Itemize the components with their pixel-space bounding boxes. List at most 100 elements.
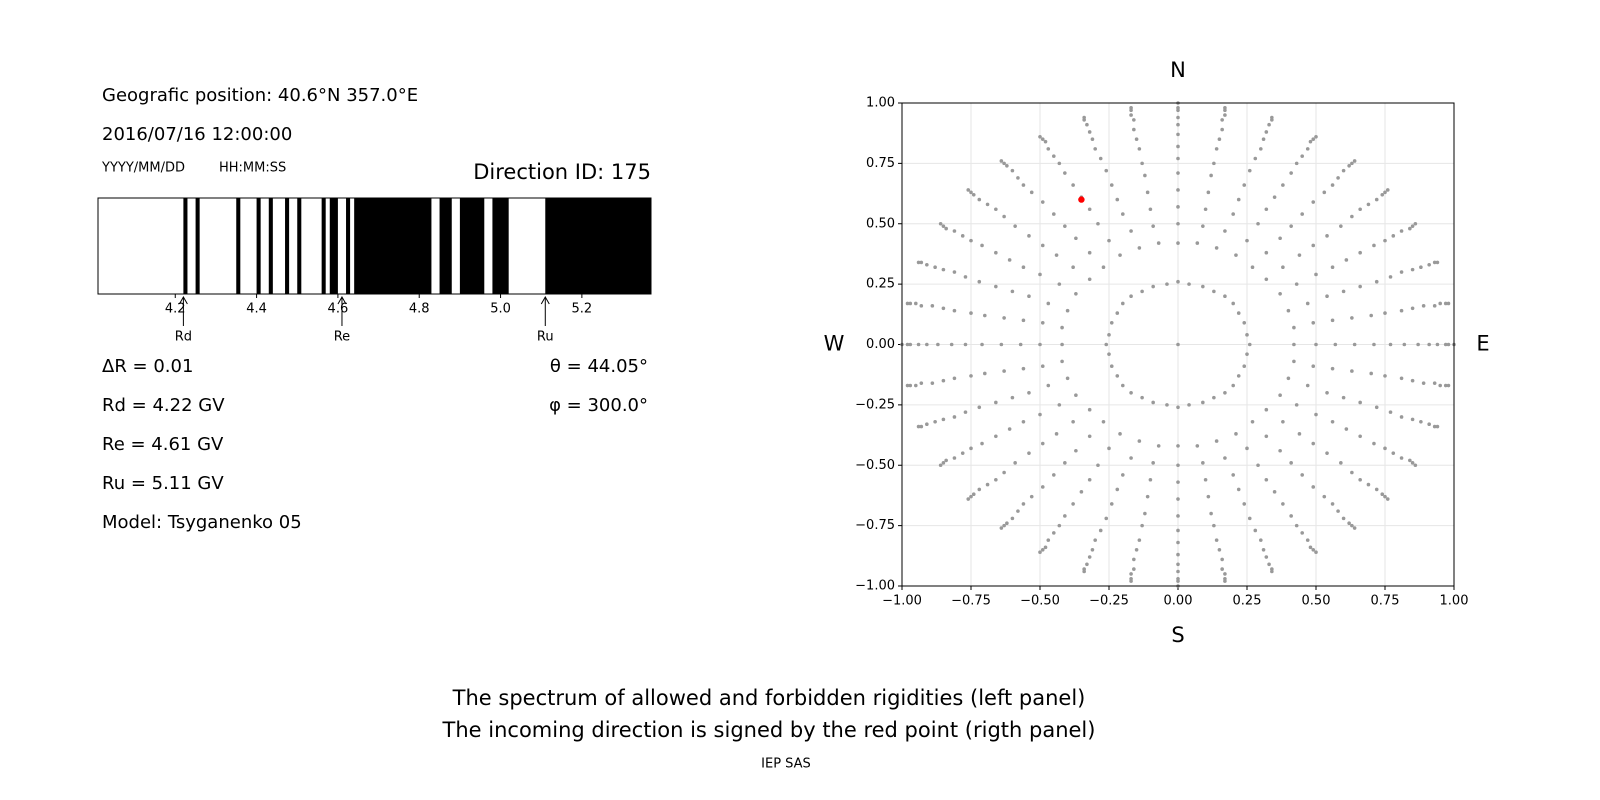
point: [1443, 301, 1448, 306]
point: [1052, 531, 1056, 535]
point: [1217, 137, 1222, 142]
point: [1107, 352, 1111, 356]
forbidden-band: [195, 198, 200, 294]
point: [1256, 221, 1260, 226]
point: [1292, 325, 1296, 330]
point: [1065, 308, 1070, 313]
point: [1380, 192, 1385, 197]
forbidden-band: [346, 198, 351, 294]
point: [1286, 308, 1291, 313]
point: [1399, 308, 1404, 313]
point: [1129, 113, 1133, 117]
forbidden-band: [545, 198, 651, 294]
point: [1435, 424, 1440, 429]
point: [1090, 547, 1095, 552]
point: [919, 424, 924, 429]
point: [1038, 342, 1042, 347]
point: [1087, 130, 1092, 134]
point: [1272, 195, 1277, 199]
point: [1078, 196, 1085, 203]
point: [969, 238, 973, 243]
y-tick-label: −1.00: [855, 579, 895, 594]
point: [1231, 212, 1235, 216]
point: [994, 284, 998, 289]
point: [1101, 265, 1106, 270]
point: [1325, 391, 1329, 395]
phi: φ = 300.0°: [549, 395, 648, 416]
point: [1330, 265, 1335, 270]
point: [941, 378, 946, 383]
point: [1140, 395, 1144, 400]
marker-label: Re: [334, 330, 350, 345]
point: [1408, 458, 1412, 463]
point: [1242, 364, 1247, 369]
point: [1358, 434, 1362, 439]
point: [1104, 516, 1109, 521]
direction-label: S: [1171, 623, 1184, 647]
point: [1096, 221, 1100, 226]
point: [925, 422, 929, 426]
y-tick-label: −0.75: [855, 518, 895, 533]
point: [1176, 115, 1180, 120]
point: [994, 207, 998, 212]
y-tick-label: −0.50: [855, 458, 895, 473]
point: [1087, 434, 1092, 439]
point: [1214, 246, 1219, 250]
point: [980, 243, 984, 248]
point: [977, 197, 982, 202]
point: [1358, 400, 1362, 405]
point: [1187, 282, 1191, 286]
position: Geografic position: 40.6°N 357.0°E: [102, 85, 418, 106]
point: [1063, 171, 1067, 175]
point: [1002, 161, 1006, 166]
point: [925, 263, 929, 267]
point: [1002, 369, 1006, 373]
point: [1074, 448, 1078, 453]
point: [1294, 282, 1299, 286]
point: [966, 188, 971, 192]
point: [1383, 494, 1387, 499]
point: [969, 311, 973, 315]
point: [1010, 395, 1015, 400]
point: [999, 526, 1004, 530]
point: [1245, 352, 1249, 356]
point: [1010, 516, 1015, 521]
point: [1021, 502, 1026, 506]
point: [1038, 412, 1042, 417]
point: [1350, 523, 1354, 528]
point: [1236, 374, 1241, 378]
point: [1079, 490, 1084, 494]
point: [1021, 183, 1026, 187]
point: [1300, 473, 1304, 477]
point: [969, 190, 973, 195]
point: [969, 446, 973, 451]
point: [1358, 477, 1362, 482]
point: [1410, 461, 1415, 465]
point: [1010, 289, 1015, 294]
point: [1121, 212, 1125, 216]
point: [1350, 316, 1354, 320]
point: [1082, 115, 1086, 120]
point: [930, 304, 935, 308]
point: [1292, 342, 1296, 347]
point: [1071, 183, 1075, 187]
point: [941, 224, 946, 228]
point: [1264, 477, 1269, 482]
point: [1223, 229, 1227, 233]
point: [1311, 547, 1316, 552]
point: [1399, 415, 1404, 419]
point: [1305, 538, 1310, 542]
point: [1151, 400, 1155, 405]
point: [941, 306, 946, 311]
point: [1107, 238, 1111, 243]
point: [1063, 461, 1067, 465]
point: [1176, 241, 1180, 245]
point: [1104, 342, 1109, 347]
point: [916, 424, 921, 429]
point: [999, 159, 1004, 163]
point: [1369, 313, 1373, 318]
point: [1250, 419, 1255, 424]
point: [1421, 381, 1426, 385]
forbidden-band: [459, 198, 485, 294]
point: [1140, 289, 1144, 294]
